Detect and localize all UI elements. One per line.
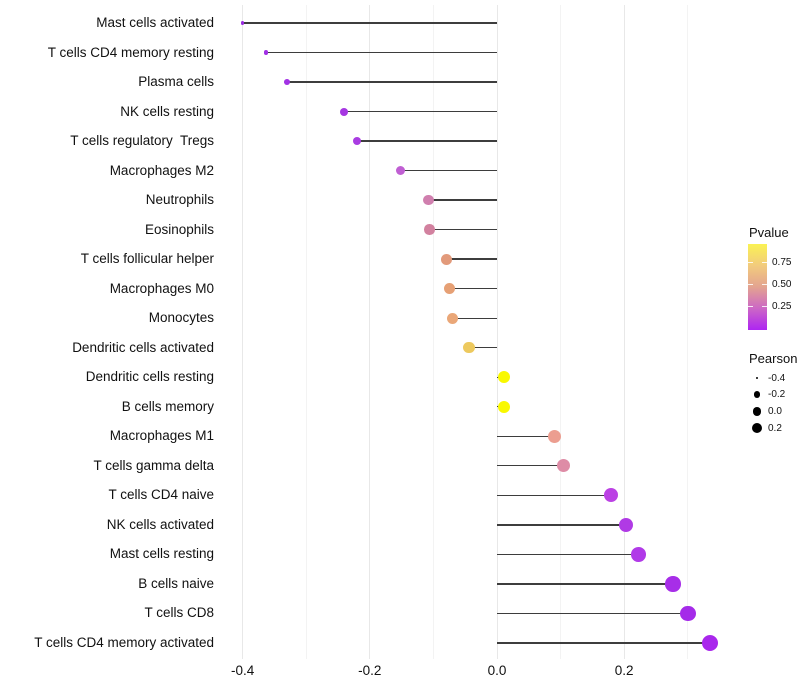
gridline-major [623, 5, 625, 659]
lollipop-stem [446, 258, 497, 260]
y-axis-label: Eosinophils [144, 221, 214, 237]
y-axis-label: Neutrophils [145, 192, 214, 208]
size-legend-label: -0.4 [768, 372, 786, 384]
gridline-minor [432, 5, 434, 659]
data-point [340, 107, 349, 116]
lollipop-stem [400, 169, 497, 172]
y-axis-label: Mast cells resting [109, 546, 214, 562]
lollipop-stem [344, 110, 497, 113]
gridline-minor [687, 5, 689, 659]
lollipop-stem [497, 435, 555, 437]
lollipop-stem [497, 553, 639, 556]
size-legend-dot [755, 376, 759, 380]
y-axis-label: Dendritic cells resting [85, 369, 214, 385]
data-point [603, 488, 618, 503]
data-point [241, 21, 245, 25]
data-point [679, 605, 696, 622]
lollipop-stem [242, 22, 497, 24]
y-axis-label: T cells follicular helper [80, 251, 214, 267]
data-point [665, 576, 681, 592]
y-axis-label: Monocytes [148, 310, 214, 326]
lollipop-stem [429, 228, 497, 231]
size-legend-label: 0.2 [768, 422, 782, 434]
lollipop-stem [497, 612, 688, 615]
lollipop-stem [449, 287, 497, 290]
y-axis-label: T cells CD8 [144, 605, 214, 621]
data-point [263, 50, 269, 55]
colorbar-tick [762, 284, 767, 286]
data-point [395, 165, 406, 176]
gridline-minor [560, 5, 562, 659]
data-point [424, 224, 435, 235]
y-axis-label: B cells memory [121, 398, 214, 414]
lollipop-stem [287, 81, 497, 83]
colorbar-tick [762, 305, 767, 307]
lollipop-stem [497, 583, 674, 585]
lollipop-stem [452, 317, 497, 319]
lollipop-stem [497, 524, 627, 526]
size-legend-label: 0.0 [768, 405, 782, 417]
lollipop-stem [469, 347, 497, 349]
data-point [443, 283, 455, 295]
data-point [423, 194, 434, 206]
size-legend-label: -0.2 [768, 389, 786, 401]
data-point [630, 546, 646, 562]
lollipop-stem [497, 465, 564, 467]
size-legend-dot [751, 422, 763, 434]
lollipop-stem [497, 642, 711, 644]
x-axis-tick-label: 0.2 [614, 663, 634, 678]
y-axis-label: NK cells resting [120, 103, 214, 119]
data-point [440, 253, 452, 265]
gridline-major [242, 5, 244, 659]
x-axis-tick-label: -0.4 [230, 663, 255, 678]
lollipop-stem [266, 51, 497, 54]
data-point [702, 634, 719, 651]
colorbar-tick-label: 0.25 [772, 300, 792, 312]
y-axis-label: Dendritic cells activated [72, 339, 214, 355]
y-axis-label: NK cells activated [106, 516, 214, 532]
colorbar-tick [748, 262, 753, 264]
x-axis-tick-label: -0.2 [358, 663, 382, 678]
y-axis-label: Mast cells activated [96, 15, 214, 30]
data-point [463, 342, 475, 354]
data-point [557, 459, 571, 473]
data-point [446, 312, 458, 324]
y-axis-label: Macrophages M0 [109, 280, 214, 296]
y-axis-label: Macrophages M2 [109, 162, 214, 178]
colorbar-tick [748, 305, 753, 307]
data-point [352, 136, 362, 146]
colorbar-tick [748, 284, 753, 286]
size-legend-dot [753, 391, 761, 399]
pvalue-legend-title: Pvalue [749, 225, 789, 240]
data-point [548, 429, 562, 443]
x-axis-tick-label: 0.0 [487, 663, 507, 678]
pvalue-colorbar [748, 244, 767, 330]
data-point [497, 400, 511, 413]
lollipop-stem [357, 140, 497, 142]
y-axis-label: Plasma cells [138, 74, 214, 90]
y-axis-label: T cells CD4 memory activated [34, 634, 214, 650]
colorbar-tick [762, 262, 767, 264]
y-axis-label: T cells regulatory Tregs [70, 133, 214, 149]
lollipop-stem [497, 494, 611, 496]
data-point [497, 371, 511, 384]
gridline-minor [305, 5, 307, 659]
y-axis-label: Macrophages M1 [109, 428, 214, 444]
y-axis-label: B cells naive [138, 575, 214, 591]
y-axis-label: T cells gamma delta [93, 457, 214, 473]
colorbar-tick-label: 0.50 [772, 279, 792, 291]
size-legend-dot [752, 407, 762, 416]
colorbar-tick-label: 0.75 [772, 257, 792, 269]
data-point [618, 517, 634, 533]
y-axis-label: T cells CD4 naive [108, 487, 214, 503]
data-point [284, 79, 290, 85]
pearson-legend-title: Pearson [749, 351, 798, 366]
lollipop-stem [428, 199, 497, 201]
gridline-major [369, 5, 371, 659]
y-axis-label: T cells CD4 memory resting [47, 44, 214, 60]
gridline-major [496, 5, 498, 659]
